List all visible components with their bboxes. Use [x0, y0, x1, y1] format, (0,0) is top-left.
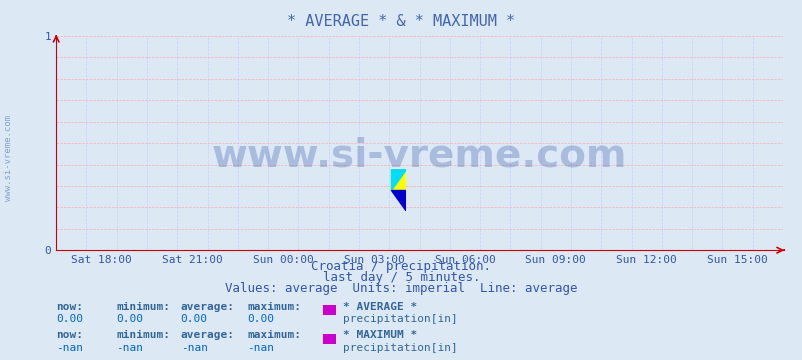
Text: last day / 5 minutes.: last day / 5 minutes. [322, 271, 480, 284]
Text: -nan: -nan [116, 343, 144, 353]
Text: 0.00: 0.00 [247, 314, 274, 324]
Text: -nan: -nan [247, 343, 274, 353]
Text: minimum:: minimum: [116, 330, 170, 341]
Text: maximum:: maximum: [247, 330, 301, 341]
Text: now:: now: [56, 330, 83, 341]
Text: precipitation[in]: precipitation[in] [342, 314, 457, 324]
Text: now:: now: [56, 302, 83, 312]
Text: * AVERAGE *: * AVERAGE * [342, 302, 416, 312]
Text: * MAXIMUM *: * MAXIMUM * [342, 330, 416, 341]
Text: minimum:: minimum: [116, 302, 170, 312]
Text: Croatia / precipitation.: Croatia / precipitation. [311, 260, 491, 273]
Text: www.si-vreme.com: www.si-vreme.com [4, 116, 14, 201]
Text: -nan: -nan [56, 343, 83, 353]
Text: maximum:: maximum: [247, 302, 301, 312]
Text: www.si-vreme.com: www.si-vreme.com [212, 137, 626, 175]
Text: 0.00: 0.00 [180, 314, 208, 324]
Text: precipitation[in]: precipitation[in] [342, 343, 457, 353]
Text: Values: average  Units: imperial  Line: average: Values: average Units: imperial Line: av… [225, 282, 577, 294]
Polygon shape [391, 190, 406, 211]
Bar [391, 169, 406, 190]
Text: -nan: -nan [180, 343, 208, 353]
Text: 0.00: 0.00 [56, 314, 83, 324]
Text: 0.00: 0.00 [116, 314, 144, 324]
Text: * AVERAGE * & * MAXIMUM *: * AVERAGE * & * MAXIMUM * [287, 14, 515, 30]
Text: average:: average: [180, 302, 234, 312]
Text: average:: average: [180, 330, 234, 341]
Polygon shape [391, 169, 406, 190]
